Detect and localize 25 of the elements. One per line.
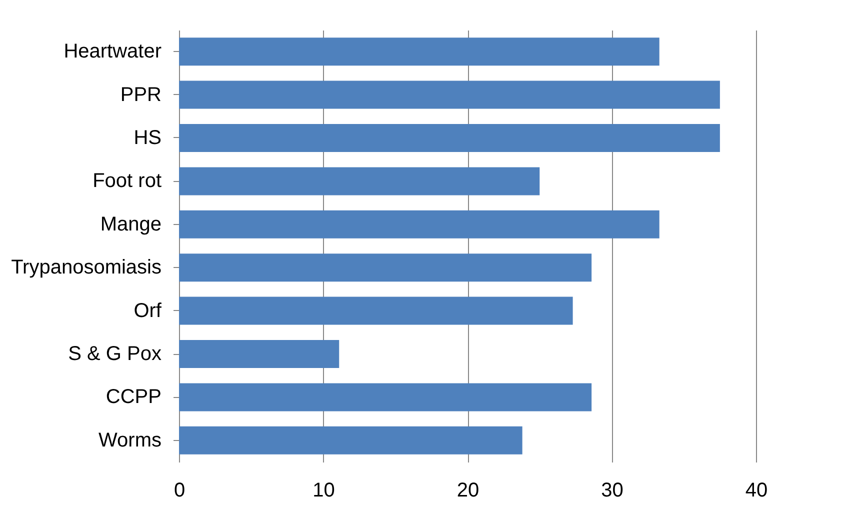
bar [179, 254, 592, 282]
y-tick-label: Trypanosomiasis [11, 256, 162, 279]
bar [179, 340, 340, 368]
y-tick-label: Heartwater [64, 40, 162, 63]
bar [179, 296, 573, 325]
bar [179, 383, 592, 412]
y-tick-label: CCPP [106, 386, 162, 408]
y-tick-label: Mange [100, 213, 162, 236]
x-tick-label: 10 [312, 480, 335, 502]
x-tick-label: 40 [745, 480, 768, 502]
x-tick-label: 0 [174, 480, 186, 502]
bar [179, 124, 720, 152]
y-tick-label: S & G Pox [68, 343, 162, 365]
bar [179, 167, 540, 196]
y-tick-label: Orf [134, 300, 162, 322]
y-tick-label: PPR [120, 84, 162, 106]
y-tick-label: HS [134, 127, 162, 149]
y-tick-label: Foot rot [92, 170, 162, 192]
bar [179, 38, 660, 66]
bar [179, 80, 720, 109]
x-tick-label: 20 [456, 480, 480, 502]
x-tick-label: 30 [601, 480, 624, 502]
bar [179, 210, 660, 238]
bar [179, 426, 522, 454]
y-tick-label: Worms [98, 429, 162, 452]
